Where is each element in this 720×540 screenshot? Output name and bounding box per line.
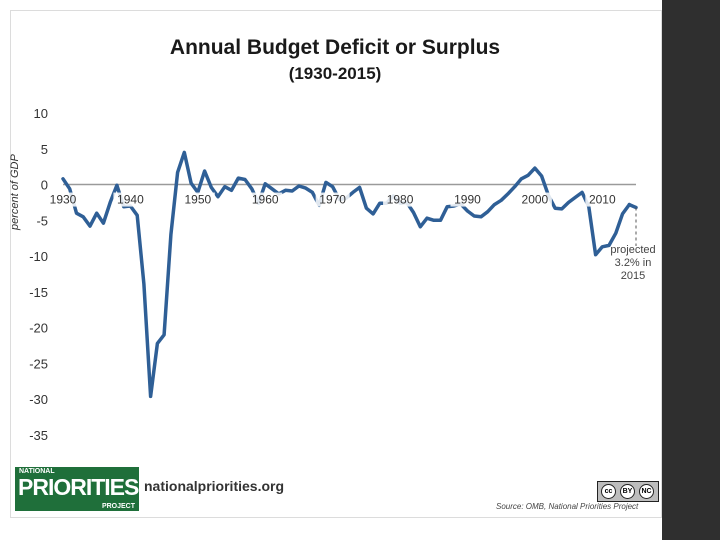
x-tick-label: 1940 [117, 193, 144, 207]
y-tick-label: 5 [41, 142, 48, 157]
x-tick-label: 1990 [454, 193, 481, 207]
by-icon: BY [620, 484, 635, 499]
x-tick-label: 2000 [522, 193, 549, 207]
logo-line-2: PRIORITIES [18, 474, 139, 500]
y-tick-label: 0 [41, 178, 48, 193]
x-tick-label: 1970 [319, 193, 346, 207]
logo-line-3: PROJECT [101, 503, 135, 510]
website-link[interactable]: nationalpriorities.org [144, 478, 285, 494]
nc-icon: NC [639, 484, 654, 499]
x-tick-label-bg [450, 192, 485, 207]
slide-side-bar [662, 0, 720, 540]
y-tick-label: 10 [34, 106, 48, 121]
creative-commons-badge: cc BY NC [597, 481, 659, 502]
y-tick-label: -20 [29, 321, 48, 336]
slide-frame [10, 10, 662, 518]
x-tick-label: 1980 [387, 193, 414, 207]
logo-line-1: NATIONAL [19, 468, 55, 475]
y-tick-label: -10 [29, 249, 48, 264]
x-tick-label: 1930 [50, 193, 77, 207]
y-tick-label: -30 [29, 392, 48, 407]
x-tick-label-bg [248, 192, 283, 207]
series-line [61, 150, 632, 399]
chart-subtitle: (1930-2015) [288, 64, 382, 83]
projection-annotation: 3.2% in [615, 257, 652, 269]
x-tick-label: 2010 [589, 193, 616, 207]
x-tick-label-bg [517, 192, 552, 207]
x-tick-label-bg [585, 192, 620, 207]
projection-annotation: projected [610, 244, 655, 256]
x-tick-label: 1950 [184, 193, 211, 207]
y-tick-label: -15 [29, 285, 48, 300]
y-tick-label: -25 [29, 356, 48, 371]
x-tick-label-bg [180, 192, 215, 207]
projection-annotation: 2015 [621, 270, 645, 282]
x-tick-label-bg [113, 192, 148, 207]
series-line-projected [627, 202, 638, 210]
x-tick-label-bg [46, 192, 80, 207]
cc-icon: cc [601, 484, 616, 499]
x-tick-label-bg [315, 192, 350, 207]
x-tick-label: 1960 [252, 193, 279, 207]
x-tick-label-bg [383, 192, 418, 207]
source-note: Source: OMB, National Priorities Project [496, 502, 639, 511]
chart-title: Annual Budget Deficit or Surplus [169, 36, 501, 59]
y-tick-label: -35 [29, 428, 48, 443]
npp-logo: NATIONAL PRIORITIES PROJECT [14, 466, 140, 512]
y-tick-label: -5 [36, 213, 48, 228]
